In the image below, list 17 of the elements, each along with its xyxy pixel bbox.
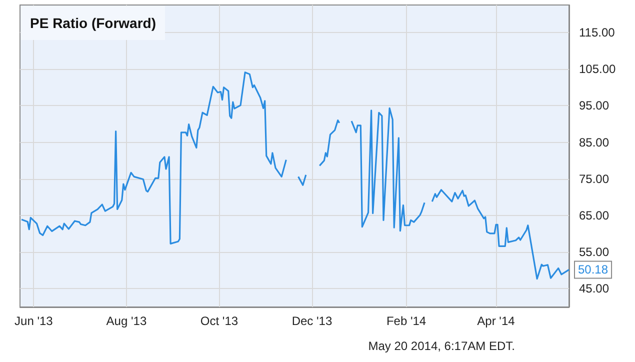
x-tick-label: Aug '13 (106, 314, 147, 328)
y-tick-label: 45.00 (579, 282, 610, 296)
x-tick-label: Apr '14 (477, 314, 516, 328)
y-tick-label: 95.00 (579, 98, 610, 113)
x-tick-label: Jun '13 (14, 314, 54, 328)
x-tick-label: Oct '13 (200, 314, 238, 328)
x-tick-label: Feb '14 (386, 314, 426, 328)
annotation: 50.18 (578, 262, 608, 277)
y-tick-label: 115.00 (579, 25, 616, 40)
y-tick-label: 55.00 (579, 245, 610, 260)
y-tick-label: 105.00 (579, 62, 616, 76)
text: May 20 2014, 6:17AM EDT. (368, 339, 515, 353)
text: PE Ratio (Forward) (30, 15, 156, 31)
x-tick-label: Dec '13 (292, 314, 332, 328)
y-tick-label: 75.00 (579, 172, 610, 186)
y-tick-label: 65.00 (579, 208, 610, 222)
y-tick-label: 85.00 (579, 135, 610, 150)
